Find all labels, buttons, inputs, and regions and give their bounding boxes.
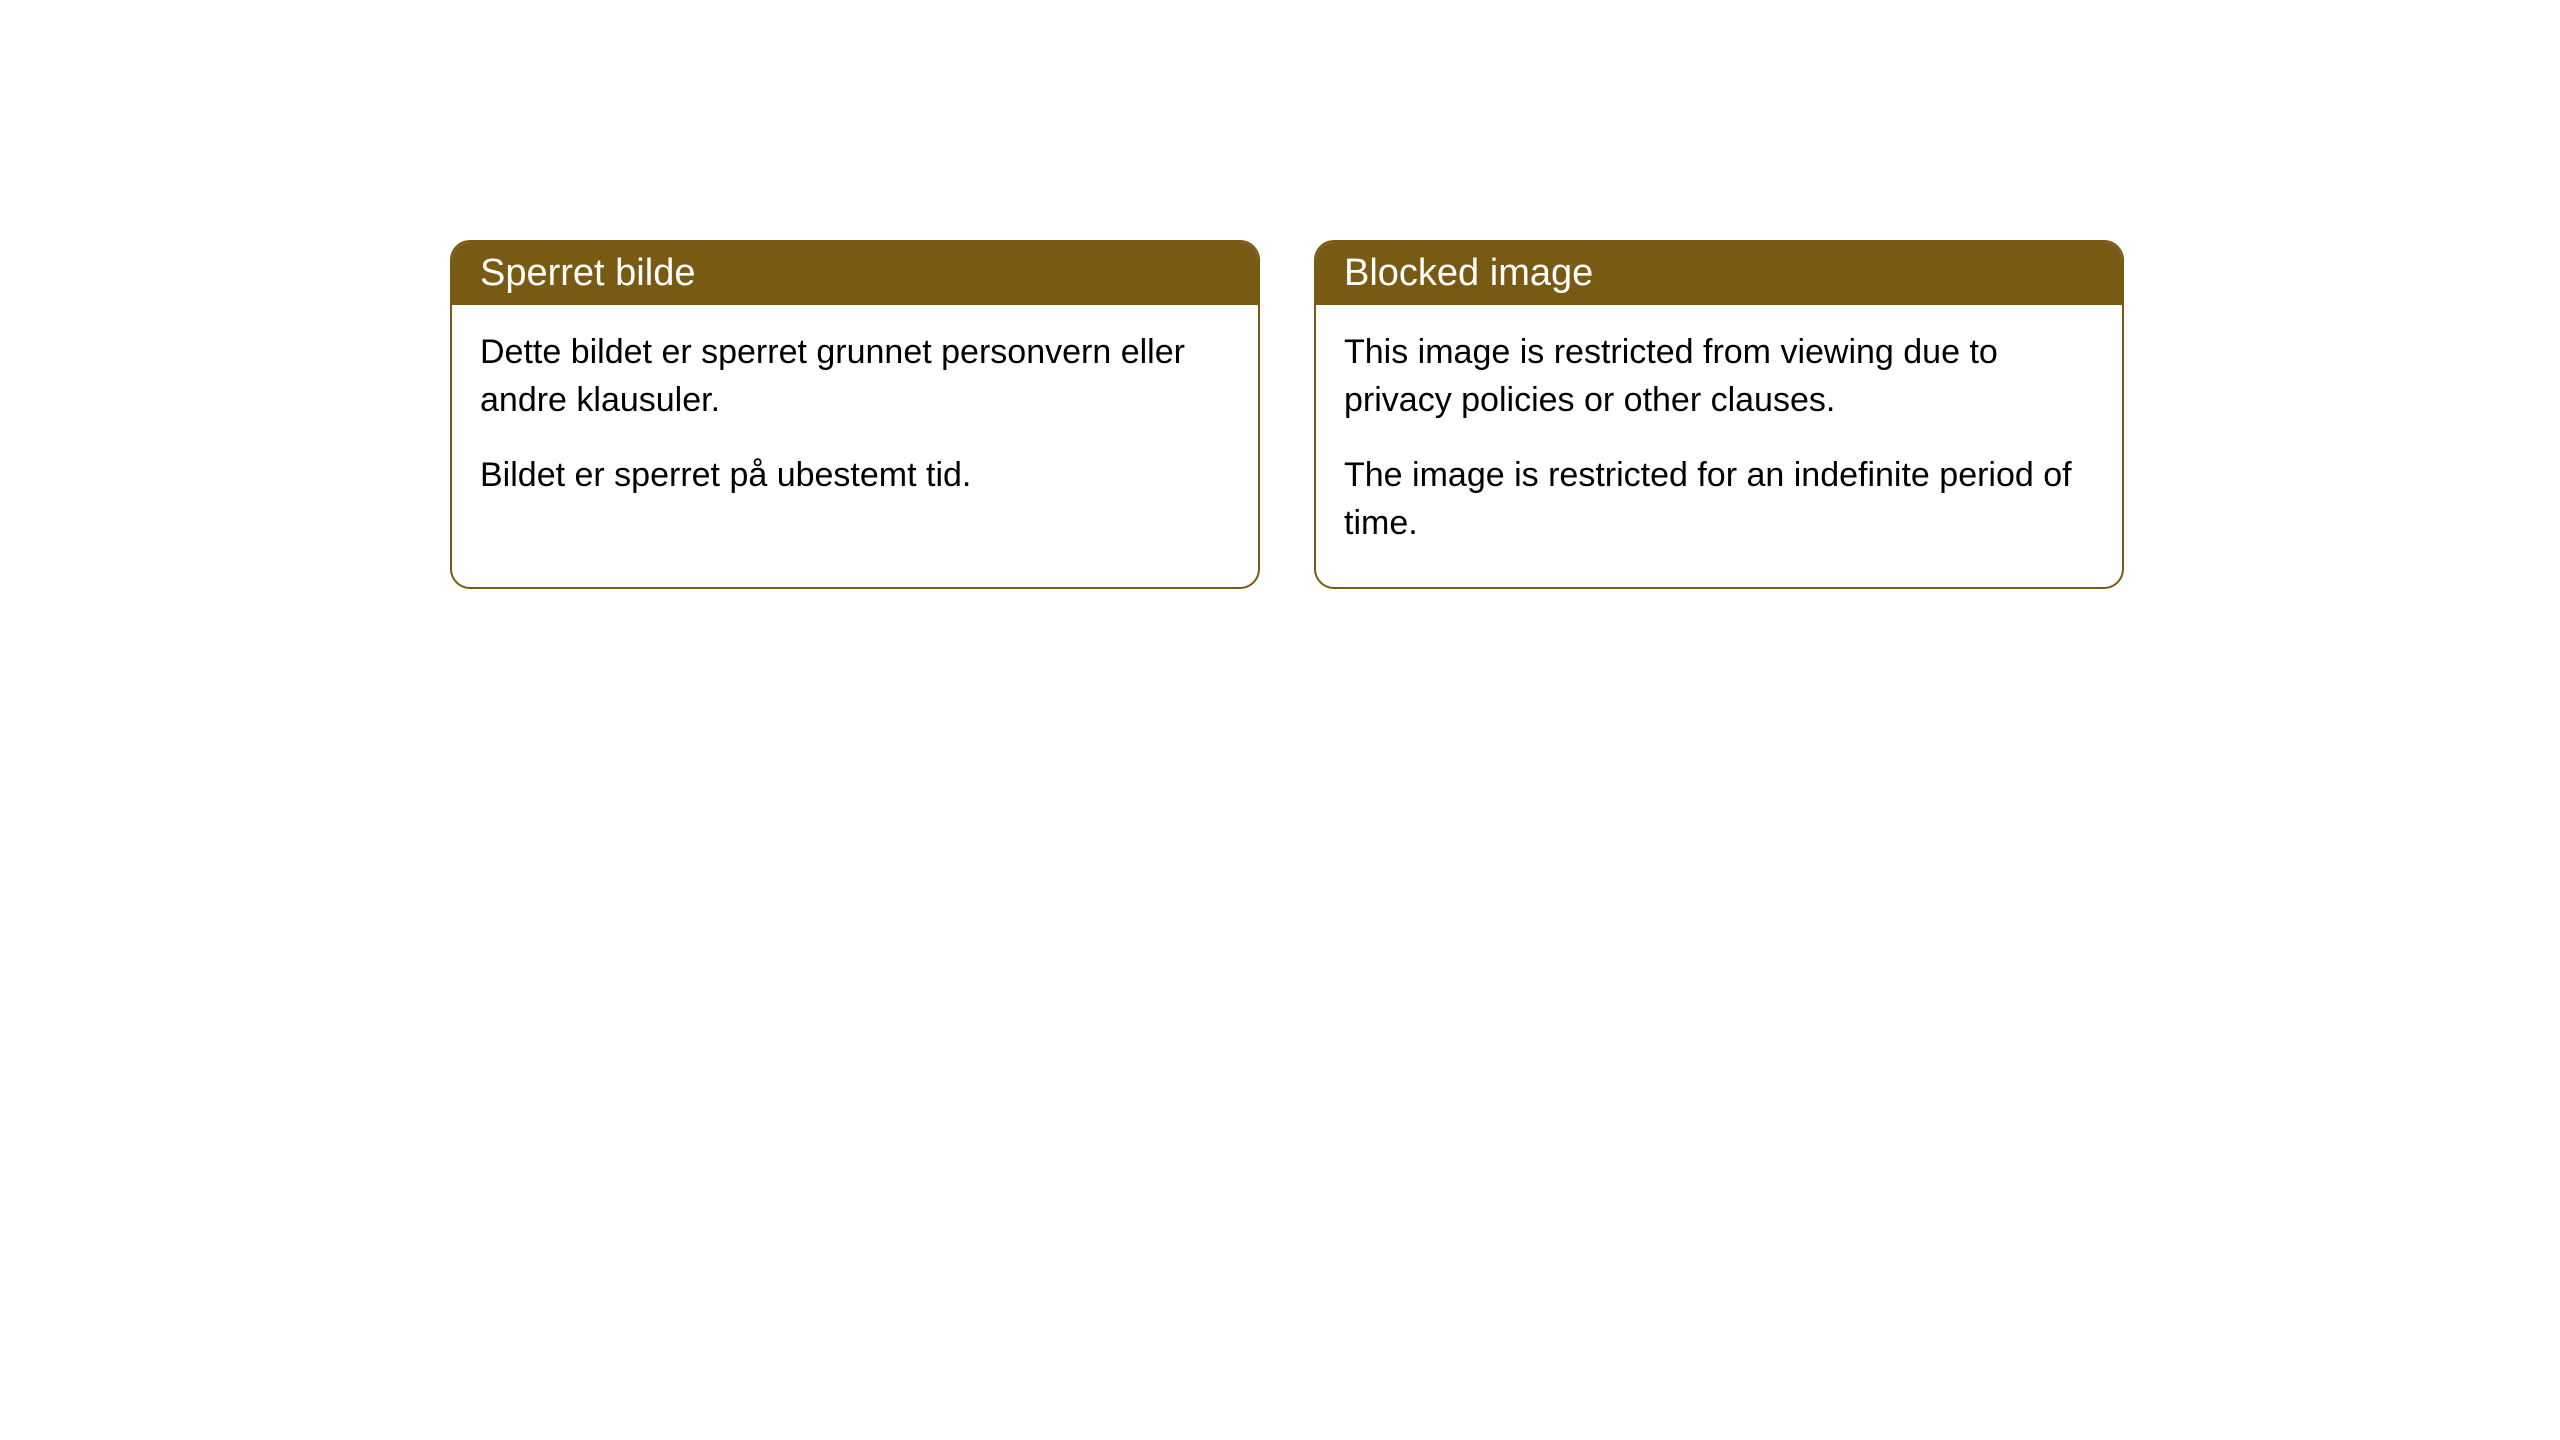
card-body-english: This image is restricted from viewing du… (1316, 305, 2122, 587)
card-paragraph: Bildet er sperret på ubestemt tid. (480, 452, 1230, 500)
notice-cards-container: Sperret bilde Dette bildet er sperret gr… (450, 240, 2124, 589)
card-body-norwegian: Dette bildet er sperret grunnet personve… (452, 305, 1258, 540)
card-paragraph: Dette bildet er sperret grunnet personve… (480, 329, 1230, 424)
card-paragraph: This image is restricted from viewing du… (1344, 329, 2094, 424)
notice-card-norwegian: Sperret bilde Dette bildet er sperret gr… (450, 240, 1260, 589)
card-header-norwegian: Sperret bilde (452, 242, 1258, 305)
card-paragraph: The image is restricted for an indefinit… (1344, 452, 2094, 547)
notice-card-english: Blocked image This image is restricted f… (1314, 240, 2124, 589)
card-header-english: Blocked image (1316, 242, 2122, 305)
